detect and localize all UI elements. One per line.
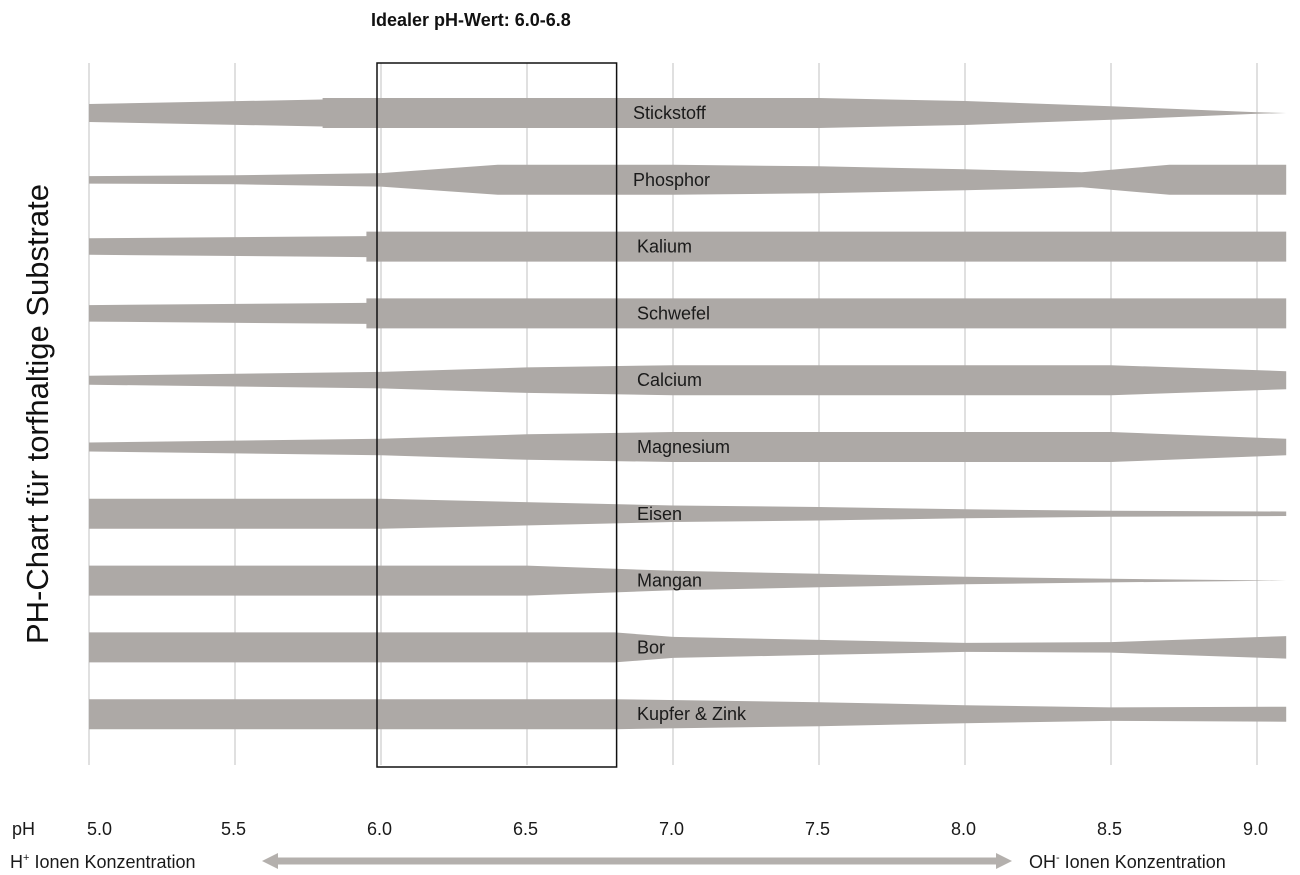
band-label-schwefel: Schwefel — [637, 303, 710, 323]
tick-label-8.0: 8.0 — [951, 819, 976, 839]
band-label-mangan: Mangan — [637, 571, 702, 591]
x-axis-ticks: 5.0 5.5 6.0 6.5 7.0 7.5 8.0 8.5 9.0 — [87, 819, 1268, 839]
tick-label-7.0: 7.0 — [659, 819, 684, 839]
h-ion-sup: + — [23, 852, 29, 864]
x-axis-label: pH — [12, 819, 35, 839]
chart-title: Idealer pH-Wert: 6.0-6.8 — [371, 10, 571, 30]
band-label-stickstoff: Stickstoff — [633, 103, 707, 123]
oh-ion-base: OH — [1029, 852, 1056, 872]
band-label-kupfer-zink: Kupfer & Zink — [637, 704, 747, 724]
h-ion-rest: Ionen Konzentration — [29, 852, 195, 872]
tick-label-7.5: 7.5 — [805, 819, 830, 839]
ideal-range-box — [376, 62, 618, 768]
tick-label-9.0: 9.0 — [1243, 819, 1268, 839]
h-ion-base: H — [10, 852, 23, 872]
band-stickstoff — [89, 98, 1287, 128]
band-phosphor — [89, 164, 1287, 195]
band-label-phosphor: Phosphor — [633, 170, 710, 190]
band-label-magnesium: Magnesium — [637, 437, 730, 457]
tick-label-6.5: 6.5 — [513, 819, 538, 839]
tick-label-5.5: 5.5 — [221, 819, 246, 839]
band-magnesium — [89, 432, 1287, 462]
band-label-bor: Bor — [637, 637, 665, 657]
h-ion-label: H+ Ionen Konzentration — [10, 852, 196, 872]
tick-label-5.0: 5.0 — [87, 819, 112, 839]
oh-ion-sup: - — [1056, 852, 1060, 864]
band-kalium — [89, 231, 1287, 262]
oh-ion-label: OH- Ionen Konzentration — [1029, 852, 1226, 872]
band-label-kalium: Kalium — [637, 237, 692, 257]
nutrient-bands: Stickstoff Phosphor Kalium Schwefel Calcium M… — [89, 98, 1287, 730]
band-kupfer-zink — [89, 699, 1287, 730]
tick-label-6.0: 6.0 — [367, 819, 392, 839]
band-calcium — [89, 365, 1287, 396]
band-label-eisen: Eisen — [637, 504, 682, 524]
y-axis-label: PH-Chart für torfhaltige Substrate — [20, 184, 55, 644]
band-schwefel — [89, 298, 1287, 329]
oh-ion-rest: Ionen Konzentration — [1060, 852, 1226, 872]
band-eisen — [89, 498, 1287, 529]
tick-label-8.5: 8.5 — [1097, 819, 1122, 839]
band-bor — [89, 632, 1287, 663]
band-mangan — [89, 565, 1287, 596]
band-label-calcium: Calcium — [637, 370, 702, 390]
double-arrow-icon — [262, 853, 1012, 869]
